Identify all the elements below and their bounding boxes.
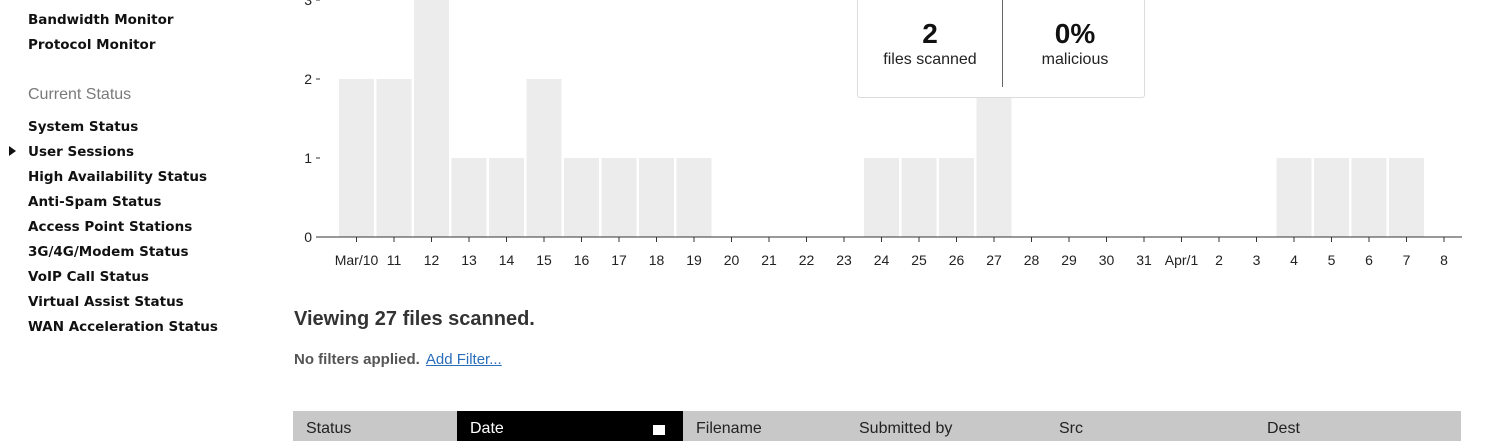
- bar[interactable]: [901, 158, 937, 237]
- bar[interactable]: [1389, 158, 1424, 237]
- bar[interactable]: [1351, 158, 1387, 237]
- filter-bar: No filters applied. Add Filter...: [294, 351, 502, 368]
- x-tick-label: 27: [986, 252, 1002, 268]
- sort-icon[interactable]: [653, 425, 665, 435]
- column-header-date[interactable]: Date: [457, 411, 683, 441]
- bar[interactable]: [1314, 158, 1349, 237]
- x-tick-label: 18: [649, 252, 665, 268]
- files-scanned-value: 2: [922, 18, 938, 49]
- table-header: Status Date Filename Submitted by Src De…: [293, 411, 1461, 441]
- y-tick-label: 3: [304, 0, 312, 8]
- bar[interactable]: [526, 79, 562, 237]
- x-tick-label: Apr/1: [1165, 252, 1199, 268]
- column-header-filename[interactable]: Filename: [696, 420, 762, 437]
- nav-system-status[interactable]: System Status: [28, 119, 139, 135]
- nav-3g-4g-modem-status[interactable]: 3G/4G/Modem Status: [28, 244, 189, 260]
- x-tick-label: 7: [1403, 252, 1411, 268]
- x-tick-label: 13: [461, 252, 477, 268]
- bar[interactable]: [864, 158, 899, 237]
- bar[interactable]: [676, 158, 712, 237]
- bar[interactable]: [376, 79, 412, 237]
- files-scanned-label: files scanned: [883, 51, 977, 68]
- x-tick-label: 3: [1253, 252, 1261, 268]
- bar[interactable]: [601, 158, 637, 237]
- bar[interactable]: [1276, 158, 1312, 237]
- bar[interactable]: [939, 158, 974, 237]
- section-heading-current-status: Current Status: [28, 86, 132, 103]
- y-tick-label: 0: [304, 229, 312, 245]
- add-filter-link[interactable]: Add Filter...: [425, 351, 502, 368]
- nav-virtual-assist-status[interactable]: Virtual Assist Status: [28, 294, 184, 310]
- x-tick-label: 14: [499, 252, 515, 268]
- bar[interactable]: [564, 158, 599, 237]
- x-tick-label: 23: [836, 252, 852, 268]
- x-tick-label: 29: [1061, 252, 1077, 268]
- x-tick-label: Mar/10: [335, 252, 379, 268]
- nav-wan-acceleration-status[interactable]: WAN Acceleration Status: [28, 319, 218, 335]
- x-tick-label: 26: [949, 252, 965, 268]
- x-tick-label: 11: [387, 252, 402, 268]
- x-tick-label: 2: [1215, 252, 1223, 268]
- bar[interactable]: [339, 79, 374, 237]
- nav-anti-spam-status[interactable]: Anti-Spam Status: [28, 194, 162, 210]
- stats-divider: [1002, 0, 1003, 87]
- sidebar: Bandwidth Monitor Protocol Monitor Curre…: [0, 0, 260, 430]
- malicious-stat: 0% malicious: [1003, 0, 1147, 69]
- nav-access-point-stations[interactable]: Access Point Stations: [28, 219, 193, 235]
- x-tick-label: 30: [1099, 252, 1115, 268]
- bar[interactable]: [414, 0, 449, 237]
- column-header-submitted-by[interactable]: Submitted by: [859, 420, 953, 437]
- x-tick-label: 19: [686, 252, 702, 268]
- x-tick-label: 20: [724, 252, 740, 268]
- nav-protocol-monitor[interactable]: Protocol Monitor: [28, 37, 156, 53]
- column-header-status[interactable]: Status: [306, 420, 352, 437]
- column-header-date-label: Date: [470, 420, 504, 437]
- x-tick-label: 24: [874, 252, 890, 268]
- scan-stats-card: 2 files scanned 0% malicious: [857, 0, 1145, 98]
- x-tick-label: 25: [911, 252, 927, 268]
- x-tick-label: 22: [799, 252, 815, 268]
- column-header-src[interactable]: Src: [1059, 420, 1083, 437]
- x-tick-label: 16: [574, 252, 590, 268]
- x-tick-label: 12: [424, 252, 440, 268]
- y-tick-label: 1: [304, 150, 312, 166]
- x-tick-label: 28: [1024, 252, 1040, 268]
- bar[interactable]: [976, 79, 1012, 237]
- x-tick-label: 21: [761, 252, 777, 268]
- bar[interactable]: [639, 158, 674, 237]
- x-tick-label: 4: [1290, 252, 1298, 268]
- viewing-summary: Viewing 27 files scanned.: [294, 308, 535, 330]
- x-tick-label: 6: [1365, 252, 1373, 268]
- nav-high-availability-status[interactable]: High Availability Status: [28, 169, 208, 185]
- bar[interactable]: [489, 158, 524, 237]
- y-tick-label: 2: [304, 71, 312, 87]
- malicious-label: malicious: [1041, 51, 1109, 68]
- x-tick-label: 5: [1328, 252, 1336, 268]
- nav-voip-call-status[interactable]: VoIP Call Status: [28, 269, 149, 285]
- nav-bandwidth-monitor[interactable]: Bandwidth Monitor: [28, 12, 174, 28]
- files-scanned-stat: 2 files scanned: [858, 0, 1002, 69]
- no-filters-text: No filters applied.: [294, 351, 420, 368]
- column-header-dest[interactable]: Dest: [1267, 420, 1300, 437]
- x-tick-label: 17: [611, 252, 627, 268]
- caret-right-icon: [9, 146, 16, 156]
- nav-user-sessions[interactable]: User Sessions: [28, 144, 135, 160]
- bar[interactable]: [451, 158, 487, 237]
- x-tick-label: 15: [536, 252, 552, 268]
- x-tick-label: 8: [1440, 252, 1448, 268]
- malicious-value: 0%: [1054, 18, 1096, 49]
- x-tick-label: 31: [1136, 252, 1152, 268]
